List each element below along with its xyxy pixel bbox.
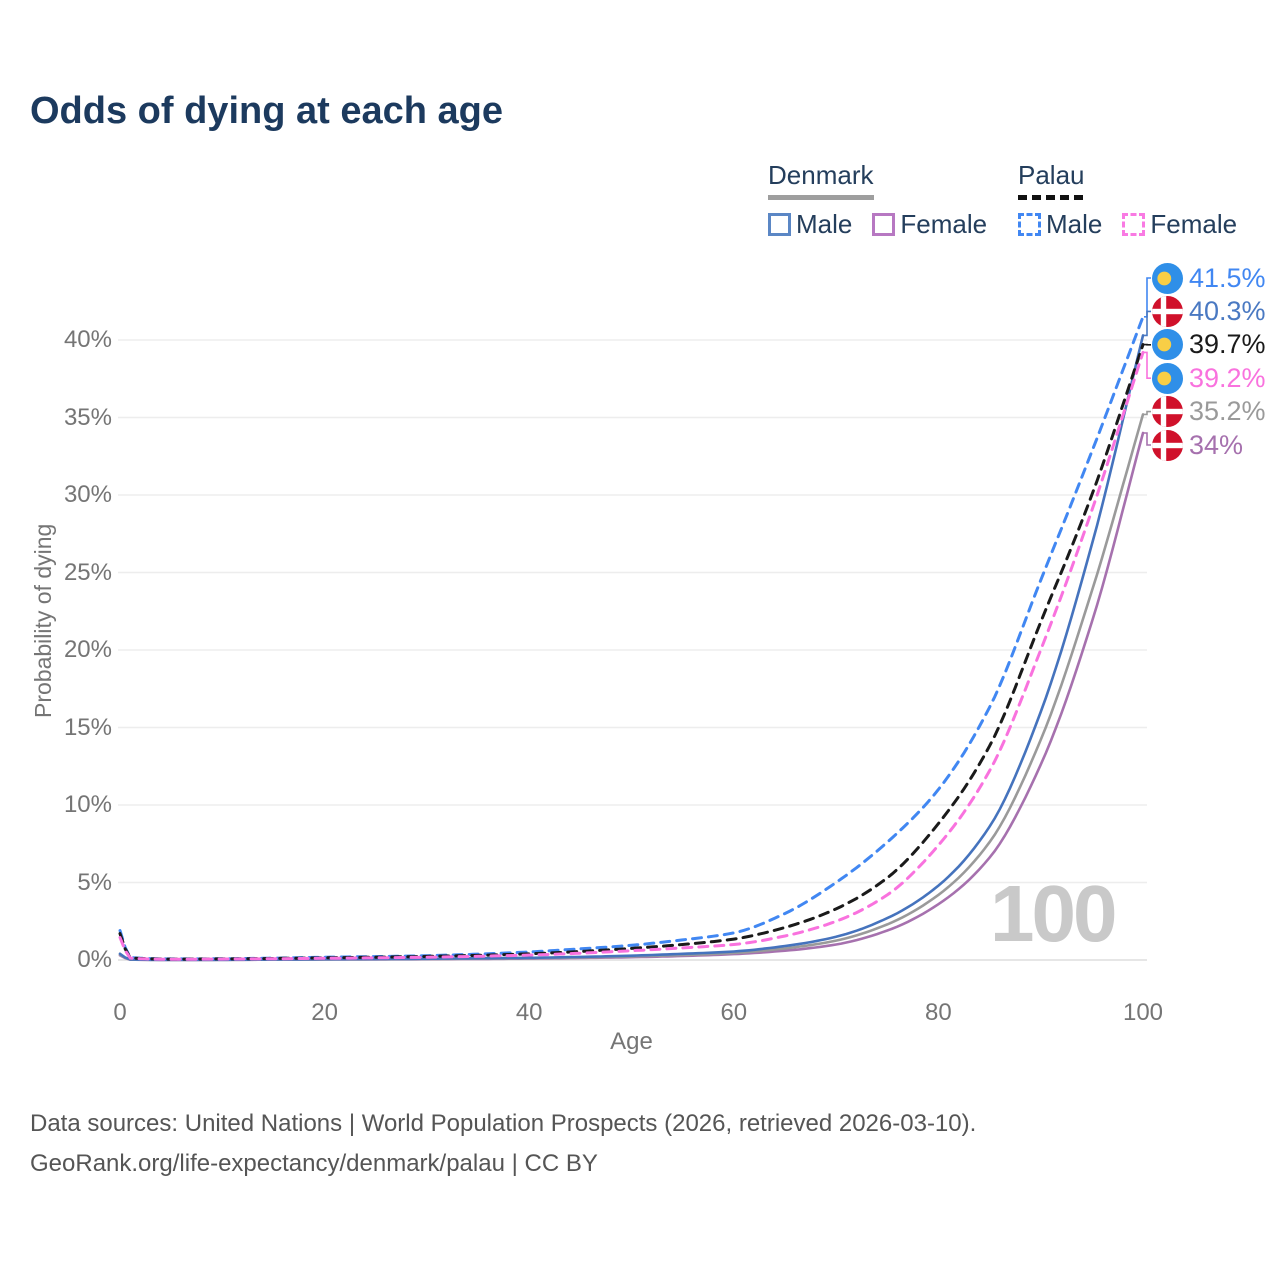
- leader-line-palau-male: [1144, 277, 1151, 318]
- curve-denmark-male[interactable]: [118, 334, 1145, 962]
- leader-line-palau-female: [1144, 351, 1151, 379]
- x-tick-label: 20: [311, 999, 338, 1026]
- end-label-value: 39.7%: [1189, 329, 1266, 360]
- legend-item-palau-male[interactable]: Male: [1018, 209, 1102, 240]
- x-tick-label: 80: [925, 999, 952, 1026]
- legend-item-label: Male: [796, 209, 853, 239]
- source-url-text: GeoRank.org/life-expectancy/denmark/pala…: [30, 1150, 598, 1177]
- x-tick-label: 40: [515, 999, 543, 1026]
- end-label-value: 39.2%: [1189, 362, 1266, 393]
- legend-group-denmark: Denmark Male Female: [768, 160, 987, 240]
- y-tick-label: 30%: [63, 481, 112, 508]
- denmark-female-swatch-icon: [872, 213, 896, 236]
- palau-flag-icon: [1152, 362, 1183, 394]
- x-tick-label: 60: [720, 999, 748, 1026]
- leader-line-denmark-male: [1144, 310, 1151, 337]
- y-tick-label: 15%: [63, 713, 112, 741]
- palau-flag-icon: [1152, 262, 1183, 294]
- legend-item-denmark-female[interactable]: Female: [872, 209, 987, 240]
- end-label-value: 41.5%: [1189, 262, 1266, 293]
- legend-header-palau[interactable]: Palau: [1018, 160, 1085, 190]
- legend-group-palau: Palau Male Female: [1018, 160, 1237, 240]
- page-title: Odds of dying at each age: [30, 90, 503, 132]
- palau-female-swatch-icon: [1122, 213, 1146, 236]
- x-tick-label: 0: [113, 999, 127, 1026]
- leader-lines: [1144, 277, 1151, 446]
- footer: Data sources: United Nations | World Pop…: [30, 1104, 976, 1184]
- curve-denmark-total[interactable]: [118, 413, 1145, 962]
- y-tick-label: 0%: [77, 946, 112, 973]
- gridlines: [118, 339, 1147, 961]
- legend-item-label: Male: [1046, 209, 1103, 239]
- curve-palau-male[interactable]: [118, 315, 1145, 961]
- legend-item-label: Female: [1150, 209, 1238, 239]
- end-label-palau-total: 39.7%: [1152, 329, 1266, 361]
- denmark-male-swatch-icon: [768, 213, 791, 236]
- end-label-denmark-female: 34%: [1152, 429, 1244, 461]
- end-label-value: 35.2%: [1189, 396, 1266, 427]
- y-tick-label: 40%: [63, 326, 112, 353]
- leader-line-denmark-total: [1144, 410, 1151, 416]
- end-label-palau-female: 39.2%: [1152, 362, 1266, 394]
- denmark-flag-icon: [1152, 396, 1183, 428]
- palau-male-swatch-icon: [1018, 213, 1041, 236]
- y-tick-label: 5%: [77, 868, 112, 896]
- end-label-value: 34%: [1189, 429, 1244, 460]
- curve-denmark-female[interactable]: [118, 431, 1145, 962]
- end-label-denmark-male: 40.3%: [1152, 295, 1266, 327]
- curve-palau-female[interactable]: [118, 350, 1145, 961]
- legend-header-denmark[interactable]: Denmark: [768, 160, 874, 190]
- palau-line-style-swatch: [1018, 195, 1084, 200]
- curve-palau-total[interactable]: [118, 343, 1145, 961]
- y-tick-label: 10%: [63, 791, 112, 818]
- denmark-flag-icon: [1152, 295, 1183, 327]
- denmark-line-style-swatch: [768, 195, 874, 200]
- end-label-palau-male: 41.5%: [1152, 262, 1266, 294]
- hover-age-watermark: 100: [990, 869, 1117, 958]
- legend-item-denmark-male[interactable]: Male: [768, 209, 852, 240]
- y-tick-label: 35%: [63, 403, 112, 431]
- denmark-flag-icon: [1152, 429, 1183, 461]
- legend-item-label: Female: [900, 209, 988, 239]
- y-tick-label: 25%: [63, 558, 112, 586]
- legend-item-palau-female[interactable]: Female: [1122, 209, 1237, 240]
- curves: [118, 315, 1145, 962]
- x-tick-label: 100: [1122, 999, 1164, 1026]
- y-tick-label: 20%: [63, 636, 112, 663]
- data-sources-text: Data sources: United Nations | World Pop…: [30, 1110, 977, 1137]
- end-label-value: 40.3%: [1189, 295, 1266, 326]
- end-label-denmark-total: 35.2%: [1152, 396, 1266, 428]
- x-axis-title: Age: [610, 1028, 653, 1055]
- leader-line-denmark-female: [1144, 432, 1151, 446]
- palau-flag-icon: [1152, 329, 1183, 361]
